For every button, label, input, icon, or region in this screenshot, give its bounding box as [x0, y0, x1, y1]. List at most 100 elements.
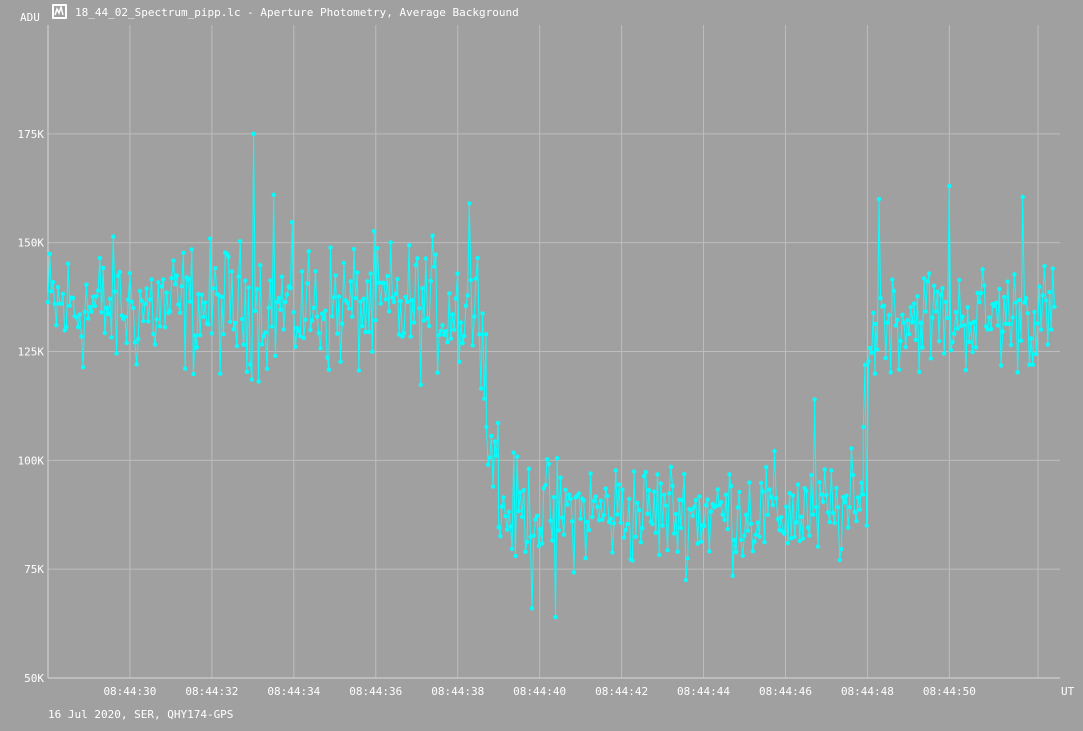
data-point	[997, 286, 1002, 292]
data-point	[660, 523, 665, 528]
data-point	[1030, 362, 1036, 367]
data-point	[770, 502, 775, 508]
data-point	[918, 320, 923, 325]
data-point	[482, 396, 487, 401]
data-point	[107, 296, 113, 301]
data-point	[702, 523, 707, 529]
data-point	[137, 288, 143, 294]
data-point	[263, 330, 268, 335]
data-point	[774, 496, 779, 501]
data-point	[152, 342, 158, 347]
data-point	[625, 522, 630, 527]
data-point	[511, 450, 516, 455]
data-point	[80, 365, 86, 370]
data-point	[911, 301, 917, 306]
data-point	[460, 340, 465, 346]
data-point	[1023, 296, 1029, 301]
data-point	[174, 273, 179, 278]
data-point	[710, 501, 715, 507]
data-point	[498, 534, 503, 539]
data-point	[248, 362, 253, 367]
data-point	[854, 518, 859, 524]
data-point	[920, 345, 925, 350]
data-point	[720, 512, 725, 517]
data-point	[447, 291, 452, 296]
data-point	[611, 521, 617, 526]
data-point	[663, 503, 669, 508]
data-point	[591, 498, 597, 504]
data-point	[827, 519, 832, 525]
data-point	[935, 289, 940, 294]
data-point	[457, 359, 462, 364]
data-point	[443, 329, 449, 334]
data-point	[207, 236, 213, 241]
data-point	[1027, 362, 1032, 367]
data-point	[268, 278, 273, 283]
data-point	[668, 464, 674, 470]
data-point	[680, 498, 685, 503]
data-point	[303, 317, 308, 322]
data-point	[855, 495, 861, 500]
data-point	[805, 525, 811, 530]
data-point	[509, 546, 515, 552]
data-point	[229, 269, 235, 274]
data-point	[49, 289, 54, 294]
data-point	[943, 299, 948, 305]
y-tick-label: 175K	[18, 128, 45, 141]
data-point	[269, 324, 275, 329]
data-point	[353, 295, 358, 301]
data-point	[758, 480, 764, 486]
data-point	[403, 294, 408, 300]
axes	[47, 25, 1060, 679]
data-point	[957, 277, 962, 283]
data-point	[775, 516, 781, 522]
data-point	[243, 278, 248, 283]
data-point	[667, 491, 672, 496]
data-point	[873, 321, 878, 327]
data-point	[947, 183, 952, 189]
data-point	[401, 331, 407, 336]
data-point	[164, 290, 169, 295]
data-point	[106, 311, 111, 317]
data-point	[365, 279, 370, 284]
data-point	[45, 299, 51, 305]
data-point	[767, 487, 772, 492]
y-tick-label: 75K	[24, 563, 44, 576]
data-point	[800, 536, 806, 541]
data-point	[182, 366, 188, 371]
data-point	[278, 307, 283, 312]
data-point	[89, 309, 94, 314]
data-point	[750, 549, 755, 554]
data-point	[852, 509, 857, 515]
data-point	[281, 327, 286, 332]
data-point	[655, 472, 660, 477]
data-point	[842, 500, 847, 505]
data-point	[707, 549, 712, 554]
data-point	[480, 311, 485, 316]
data-point	[613, 468, 618, 473]
data-point	[124, 340, 129, 346]
data-point	[508, 524, 513, 529]
data-point	[585, 519, 590, 525]
data-point	[1003, 321, 1009, 326]
data-point	[860, 492, 866, 497]
data-point	[942, 351, 947, 356]
data-point	[784, 504, 789, 509]
lightcurve-app-icon[interactable]	[52, 4, 67, 19]
data-point	[114, 351, 119, 356]
data-point	[381, 280, 387, 286]
data-point	[238, 239, 243, 244]
y-tick-label: 50K	[24, 672, 44, 685]
data-point	[678, 525, 684, 531]
data-point	[355, 270, 360, 275]
data-point	[825, 510, 831, 515]
data-point	[465, 293, 470, 298]
x-tick-labels: 08:44:30 08:44:32 08:44:34 08:44:36 08:44:38…	[103, 685, 975, 698]
data-point	[84, 282, 89, 287]
data-point	[970, 349, 975, 355]
data-point	[973, 345, 979, 350]
data-point	[845, 525, 851, 530]
data-point	[779, 515, 784, 520]
data-point	[410, 298, 415, 303]
